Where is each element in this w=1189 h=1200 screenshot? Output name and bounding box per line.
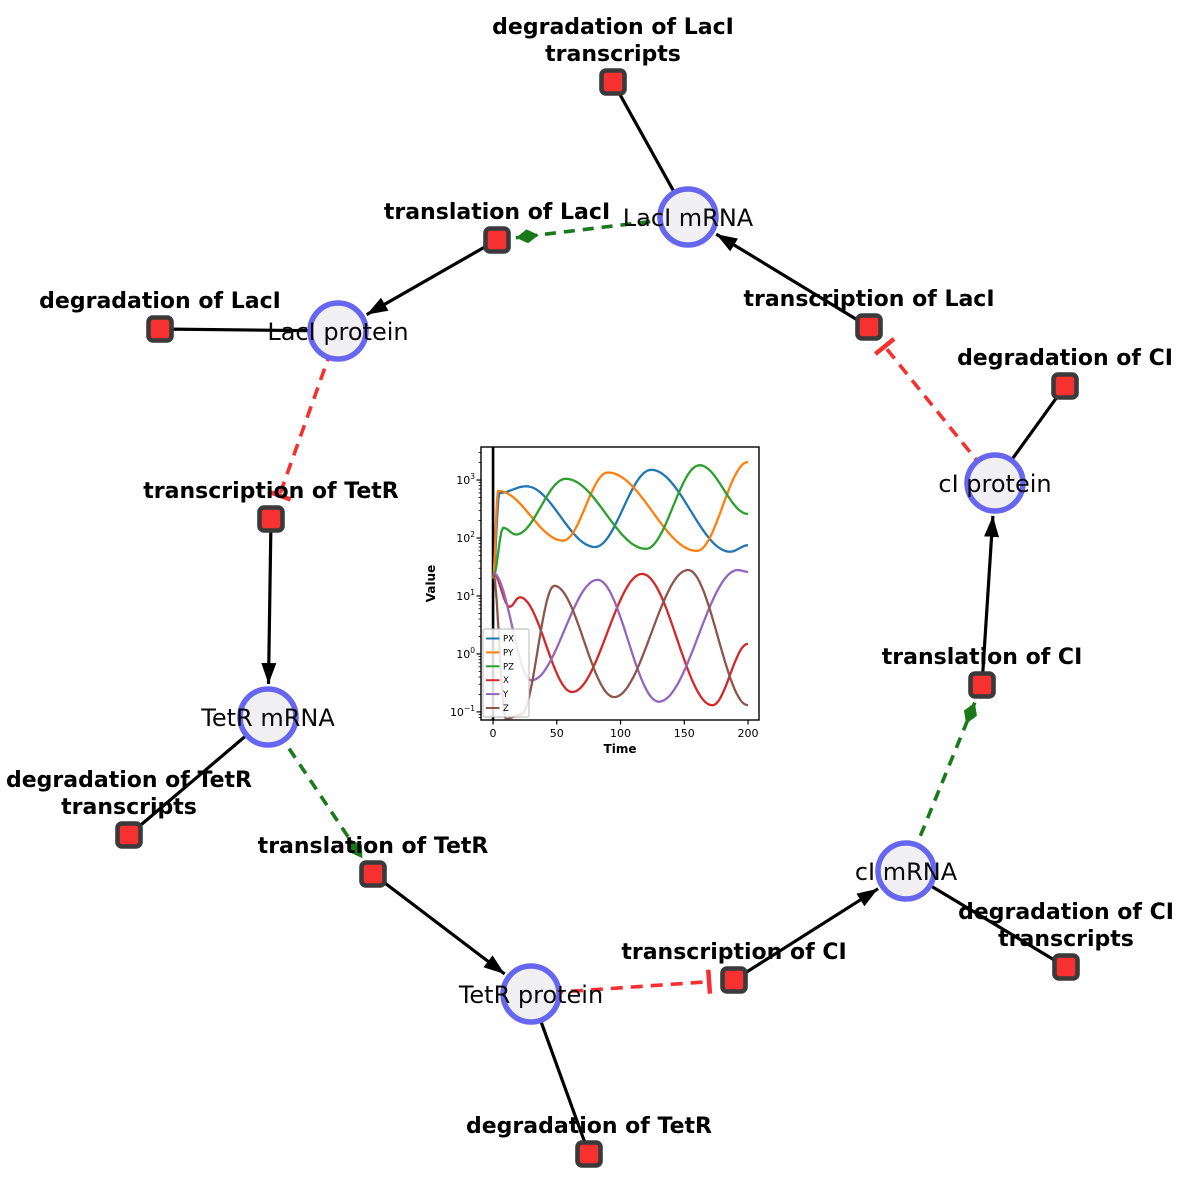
- edge-translation-ci-ci-protein: [980, 515, 1000, 686]
- label-deg-tetr: degradation of TetR: [466, 1114, 712, 1139]
- reaction-node-translation-ci[interactable]: [968, 671, 996, 699]
- x-tick-label: 0: [490, 727, 497, 740]
- species-node-laci-mrna[interactable]: [657, 186, 719, 248]
- reaction-node-transcription-tetr[interactable]: [257, 505, 285, 533]
- label-transcription-ci: transcription of CI: [621, 940, 846, 965]
- species-node-tetr-protein[interactable]: [500, 963, 562, 1025]
- x-axis-label: Time: [604, 742, 637, 756]
- nodes-layer: [115, 68, 1080, 1168]
- x-tick-label: 100: [610, 727, 631, 740]
- species-node-laci-protein[interactable]: [307, 300, 369, 362]
- label-transcription-laci: transcription of LacI: [743, 287, 994, 312]
- legend-label-PY: PY: [503, 648, 514, 658]
- series-Z: [491, 568, 749, 720]
- labels-layer: LacI mRNA LacI protein TetR mRNA TetR prote…: [6, 15, 1174, 1139]
- reaction-node-transcription-laci[interactable]: [855, 313, 883, 341]
- species-node-tetr-mrna[interactable]: [237, 686, 299, 748]
- reaction-node-translation-laci[interactable]: [483, 226, 511, 254]
- label-laci-protein: LacI protein: [267, 318, 408, 346]
- label-transcription-tetr: transcription of TetR: [143, 479, 399, 504]
- reaction-node-deg-tetr-transcripts[interactable]: [115, 821, 143, 849]
- reaction-node-transcription-ci[interactable]: [720, 966, 748, 994]
- series-PX: [491, 468, 749, 579]
- reaction-node-deg-tetr[interactable]: [575, 1140, 603, 1168]
- label-ci-mrna: cI mRNA: [855, 858, 958, 886]
- edge-translation-laci-laci-protein: [365, 238, 498, 316]
- series-PZ: [491, 464, 749, 580]
- edge-ci-mrna-deg-ci-transcripts: [905, 869, 1067, 969]
- x-tick-label: 200: [738, 727, 759, 740]
- x-tick-label: 150: [674, 727, 695, 740]
- legend-label-X: X: [503, 676, 509, 686]
- edge-transcription-tetr-tetr-mrna: [261, 518, 277, 685]
- label-deg-ci-transcripts: degradation of CI: [958, 900, 1174, 925]
- label-translation-ci: translation of CI: [882, 645, 1083, 670]
- label-deg-laci-transcripts: degradation of LacI: [492, 15, 734, 40]
- legend-label-Z: Z: [503, 704, 509, 714]
- label-deg-ci: degradation of CI: [957, 346, 1173, 371]
- label-tetr-protein: TetR protein: [458, 981, 603, 1009]
- label-tetr-mrna: TetR mRNA: [200, 704, 335, 732]
- species-node-ci-mrna[interactable]: [875, 840, 937, 902]
- label-translation-tetr: translation of TetR: [258, 834, 489, 859]
- reaction-node-deg-ci[interactable]: [1051, 372, 1079, 400]
- species-node-ci-protein[interactable]: [964, 452, 1026, 514]
- label-deg-ci-transcripts: transcripts: [998, 927, 1134, 952]
- legend-label-PZ: PZ: [503, 662, 514, 672]
- edge-translation-tetr-tetr-protein: [372, 872, 506, 976]
- legend-label-Y: Y: [502, 690, 509, 700]
- series-PY: [491, 460, 749, 579]
- x-tick-label: 50: [550, 727, 564, 740]
- y-axis-label: Value: [424, 565, 438, 603]
- label-deg-tetr-transcripts: degradation of TetR: [6, 768, 252, 793]
- legend-label-PX: PX: [503, 635, 514, 645]
- label-laci-mrna: LacI mRNA: [623, 204, 754, 232]
- edge-transcription-laci-laci-mrna: [715, 232, 870, 329]
- label-ci-protein: cI protein: [938, 470, 1051, 498]
- series-X: [492, 571, 749, 707]
- chart-legend: PX PY PZ XYZ: [482, 628, 530, 718]
- edge-transcription-ci-ci-mrna: [733, 887, 879, 982]
- label-deg-laci: degradation of LacI: [39, 289, 281, 314]
- reaction-node-translation-tetr[interactable]: [359, 860, 387, 888]
- reaction-node-deg-laci[interactable]: [146, 315, 174, 343]
- label-deg-laci-transcripts: transcripts: [545, 42, 681, 67]
- label-deg-tetr-transcripts: transcripts: [61, 795, 197, 820]
- reaction-node-deg-ci-transcripts[interactable]: [1052, 953, 1080, 981]
- series-Y: [492, 568, 749, 703]
- reaction-node-deg-laci-transcripts[interactable]: [599, 68, 627, 96]
- label-translation-laci: translation of LacI: [384, 200, 610, 225]
